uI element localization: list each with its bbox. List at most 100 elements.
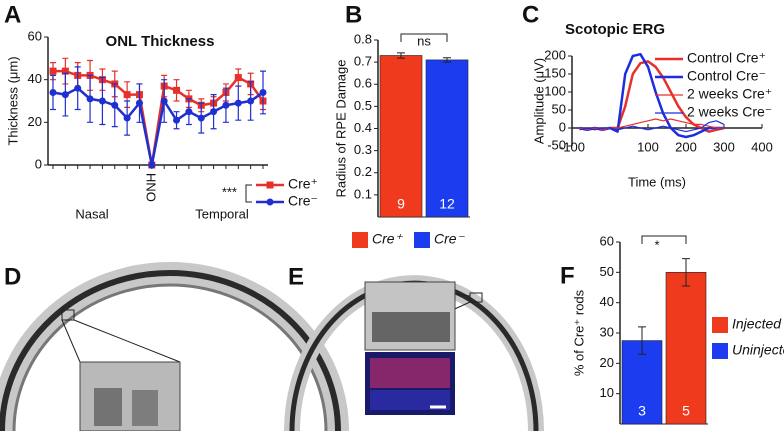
point [247,97,255,105]
panel-letter: E [288,263,304,290]
point [86,95,94,103]
y-axis-label: Thickness (μm) [5,56,20,145]
image-d: D [0,262,349,432]
legend-marker [266,181,274,189]
inset-box [469,292,483,303]
annotation: Temporal [195,206,249,221]
bar [425,59,469,218]
error-bar [682,258,690,287]
panel-letter: A [4,1,21,28]
y-tick-label: 10 [600,385,614,400]
point [210,108,218,116]
y-tick-label: 200 [544,47,566,62]
significance-bracket [641,235,687,244]
series-line [579,118,724,131]
y-axis-label: % of Cre⁺ rods [571,289,586,376]
legend-label: Cre⁺ [288,176,318,192]
y-tick-label: 0.2 [354,164,372,179]
y-tick-label: 100 [544,83,566,98]
n-label: 12 [439,196,455,212]
point [135,99,143,107]
y-tick-label: 50 [600,264,614,279]
point [185,108,193,116]
point [234,99,242,107]
y-tick-label: 0.7 [354,54,372,69]
retina-layer [0,270,341,432]
panel-letter: B [345,1,362,28]
point [259,88,267,96]
point [61,67,69,75]
y-tick-label: 0.6 [354,76,372,91]
point [111,101,119,109]
y-axis-label: Amplitude (μV) [531,58,546,144]
legend-swatch [414,232,430,248]
inset-line [61,319,81,363]
legend-label: Injected [732,316,782,332]
annotation: ns [417,33,431,48]
y-tick-label: 60 [28,28,42,43]
y-tick-label: 0 [559,119,566,134]
point [74,84,82,92]
legend-label: 2 weeks Cre⁻ [687,104,772,120]
point [234,74,242,82]
x-tick-label: 400 [751,139,773,154]
point [123,114,131,122]
fluorescence-signal [370,358,450,388]
legend-marker [266,198,274,206]
x-tick-label: 100 [637,139,659,154]
legend-swatch [712,343,728,359]
fluorescence-nuclei [370,390,450,410]
x-tick-label: -100 [559,139,585,154]
point [173,86,181,94]
point [98,97,106,105]
inset-line [73,319,181,363]
point [160,97,168,105]
series-line [579,120,725,133]
y-tick-label: 0.1 [354,186,372,201]
n-label: 3 [638,403,646,419]
panel-letter: F [560,262,575,289]
legend-label: Cre⁻ [434,231,466,247]
cell-cluster [132,390,158,426]
x-axis-label: Time (ms) [628,174,686,189]
inset-box [61,309,75,321]
error-bar [443,57,451,63]
y-tick-label: 40 [28,71,42,86]
y-tick-label: 0 [35,156,42,171]
chart-title: ONL Thickness [106,33,215,50]
legend-label: 2 weeks Cre⁺ [687,86,772,102]
point [148,161,156,169]
x-tick-label: ONH [143,173,158,202]
point [197,114,205,122]
panel-letter: D [4,263,21,290]
annotation: * [654,237,659,252]
annotation: Nasal [75,206,108,221]
annotation: *** [222,184,237,199]
point [173,116,181,124]
error-bar [397,52,405,59]
legend-swatch [712,317,728,333]
y-axis-label: Radius of RPE Damage [333,59,348,197]
image-e: E [284,263,544,432]
n-label: 9 [397,196,405,212]
chart-title: Scotopic ERG [565,21,665,38]
y-tick-label: -50 [547,137,566,152]
point [61,91,69,99]
x-tick-label: 300 [713,139,735,154]
series-line [53,69,265,167]
bar [379,55,423,218]
y-tick-label: 0.4 [354,120,372,135]
x-tick-label: 200 [675,139,697,154]
y-tick-label: 0.5 [354,98,372,113]
cell-layer [372,312,450,342]
y-tick-label: 150 [544,65,566,80]
point [49,88,57,96]
y-tick-label: 40 [600,294,614,309]
legend-label: Uninjected [732,342,784,358]
error-bar [638,326,646,355]
point [123,91,131,99]
legend-label: Cre⁺ [372,231,404,247]
panel-letter: C [522,1,539,28]
significance-bracket [245,184,252,203]
n-label: 5 [682,403,690,419]
